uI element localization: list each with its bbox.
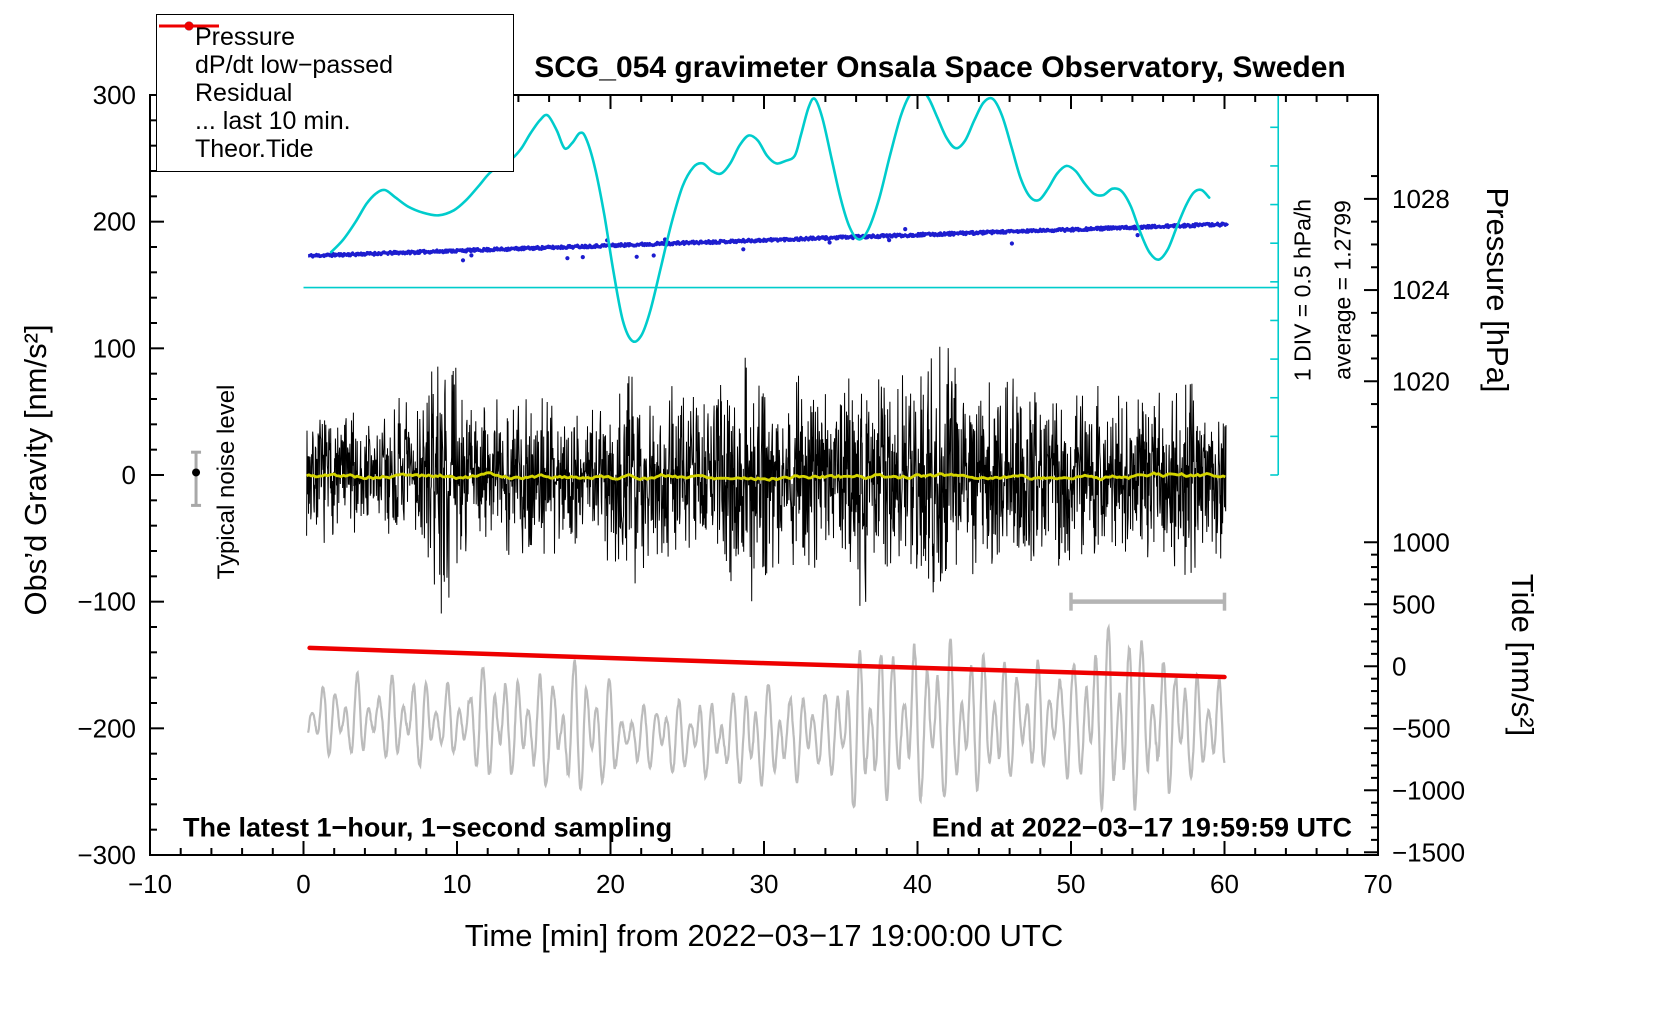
legend-item-label: ... last 10 min. bbox=[195, 106, 351, 135]
div-scale-annotation: 1 DIV = 0.5 hPa/h bbox=[1289, 198, 1316, 382]
legend-item-0: Pressure bbox=[159, 21, 513, 51]
x-tick-label: 40 bbox=[903, 869, 932, 899]
gravity-tick-label: 200 bbox=[93, 207, 136, 237]
pressure-series bbox=[307, 221, 1230, 259]
legend-item-label: Theor.Tide bbox=[195, 134, 314, 163]
sampling-note: The latest 1−hour, 1−second sampling bbox=[183, 812, 673, 843]
gravity-tick-label: 300 bbox=[93, 80, 136, 110]
chart-title: SCG_054 gravimeter Onsala Space Observat… bbox=[534, 51, 1346, 84]
theor-tide-series bbox=[307, 645, 1227, 680]
axes-layer: −10 0 10 20 30 40 50 60 70−300−200−1000100200300… bbox=[77, 80, 1465, 899]
gravity-tick-label: −200 bbox=[77, 713, 136, 743]
pressure-tick-label: 1020 bbox=[1392, 366, 1450, 396]
average-annotation: average = 1.2799 bbox=[1329, 200, 1356, 380]
pressure-outlier-dot bbox=[651, 253, 656, 258]
legend-item-1: dP/dt low−passed bbox=[159, 21, 513, 79]
tide-tick-label: −1000 bbox=[1392, 775, 1465, 805]
x-tick-label: 0 bbox=[296, 869, 310, 899]
series-layer bbox=[303, 95, 1280, 814]
legend-item-label: dP/dt low−passed bbox=[195, 50, 394, 79]
noise-level-annotation: Typical noise level bbox=[213, 384, 240, 580]
pressure-outlier-dot bbox=[469, 253, 474, 258]
legend-item-4: Theor.Tide bbox=[159, 21, 513, 163]
tide-tick-label: 1000 bbox=[1392, 527, 1450, 557]
residual-smoothed-series bbox=[306, 471, 1226, 482]
legend: Pressure dP/dt low−passed Residual... last… bbox=[156, 14, 514, 172]
y-axis-label-gravity: Obs’d Gravity [nm/s²] bbox=[18, 324, 53, 616]
pressure-outlier-dot bbox=[1135, 233, 1140, 238]
tide-tick-label: −500 bbox=[1392, 713, 1451, 743]
pressure-tick-label: 1024 bbox=[1392, 275, 1450, 305]
tide-tick-label: 500 bbox=[1392, 589, 1435, 619]
gravity-tick-label: 0 bbox=[122, 460, 136, 490]
legend-sample-icon bbox=[159, 21, 219, 31]
gravity-tick-label: −300 bbox=[77, 840, 136, 870]
pressure-outlier-dot bbox=[903, 227, 908, 232]
y-axis-label-tide: Tide [nm/s²] bbox=[1505, 573, 1540, 737]
legend-item-label: Residual bbox=[195, 78, 293, 107]
pressure-outlier-dot bbox=[580, 255, 585, 260]
x-tick-label: −10 bbox=[128, 869, 172, 899]
noise-level-dot bbox=[192, 468, 201, 477]
pressure-outlier-dot bbox=[565, 256, 570, 261]
pressure-outlier-dot bbox=[887, 238, 892, 243]
pressure-outlier-dot bbox=[634, 254, 639, 259]
x-axis-label: Time [min] from 2022−03−17 19:00:00 UTC bbox=[464, 918, 1064, 953]
legend-item-3: ... last 10 min. bbox=[159, 24, 513, 135]
x-tick-label: 20 bbox=[596, 869, 625, 899]
pressure-outlier-dot bbox=[460, 258, 466, 263]
x-tick-label: 60 bbox=[1210, 869, 1239, 899]
pressure-outlier-dot bbox=[1009, 241, 1015, 246]
end-time-note: End at 2022−03−17 19:59:59 UTC bbox=[931, 812, 1352, 843]
tide-tick-label: −1500 bbox=[1392, 837, 1465, 867]
x-tick-label: 10 bbox=[443, 869, 472, 899]
gravity-tick-label: −100 bbox=[77, 587, 136, 617]
residual-last-10-min-series bbox=[307, 623, 1226, 814]
gravity-tick-label: 100 bbox=[93, 333, 136, 363]
pressure-tick-label: 1028 bbox=[1392, 184, 1450, 214]
pressure-outlier-dot bbox=[827, 240, 832, 245]
x-tick-label: 50 bbox=[1057, 869, 1086, 899]
x-tick-label: 70 bbox=[1364, 869, 1393, 899]
pressure-outlier-dot bbox=[741, 247, 746, 252]
y-axis-label-pressure: Pressure [hPa] bbox=[1480, 187, 1515, 393]
residual-series bbox=[306, 346, 1227, 614]
tide-tick-label: 0 bbox=[1392, 651, 1406, 681]
dpdt-series bbox=[329, 95, 1211, 344]
legend-item-2: Residual bbox=[159, 24, 513, 107]
x-tick-label: 30 bbox=[750, 869, 779, 899]
